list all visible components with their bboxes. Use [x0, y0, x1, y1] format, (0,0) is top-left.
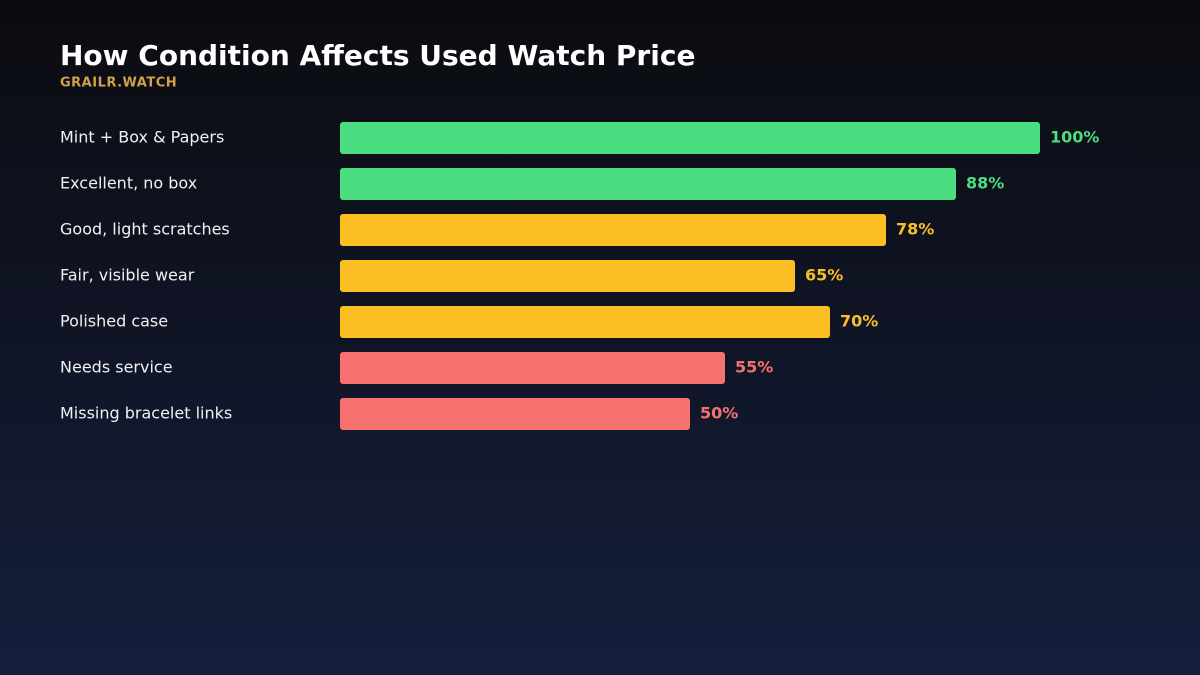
category-label: Mint + Box & Papers: [60, 128, 224, 147]
category-label: Missing bracelet links: [60, 404, 232, 423]
category-label: Good, light scratches: [60, 220, 230, 239]
bar: [340, 306, 830, 338]
value-label: 55%: [735, 358, 773, 377]
bar: [340, 168, 956, 200]
bar: [340, 214, 886, 246]
value-label: 65%: [805, 266, 843, 285]
value-label: 78%: [896, 220, 934, 239]
category-label: Excellent, no box: [60, 174, 197, 193]
value-label: 100%: [1050, 128, 1099, 147]
bar: [340, 260, 795, 292]
value-label: 70%: [840, 312, 878, 331]
category-label: Needs service: [60, 358, 173, 377]
value-label: 50%: [700, 404, 738, 423]
category-label: Fair, visible wear: [60, 266, 195, 285]
chart-title: How Condition Affects Used Watch Price: [60, 39, 695, 72]
category-label: Polished case: [60, 312, 168, 331]
bar: [340, 398, 690, 430]
chart-subtitle: GRAILR.WATCH: [60, 76, 177, 91]
value-label: 88%: [966, 174, 1004, 193]
bar: [340, 122, 1040, 154]
bar: [340, 352, 725, 384]
